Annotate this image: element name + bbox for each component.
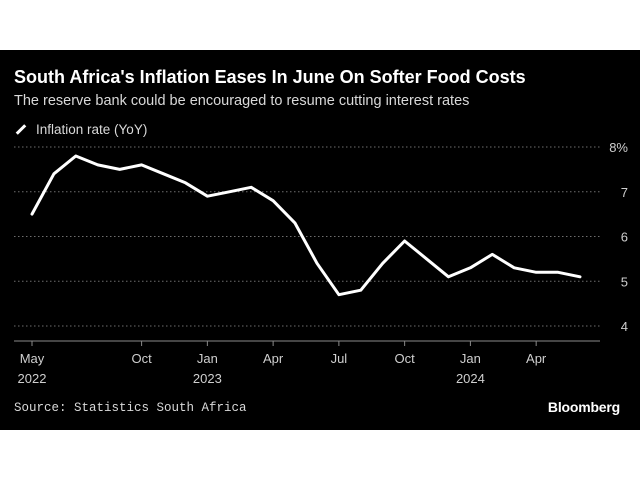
data-point-2023-04 (271, 199, 275, 202)
data-point-2024-05 (556, 271, 560, 274)
data-point-2023-12 (447, 275, 450, 278)
chart-panel: South Africa's Inflation Eases In June O… (0, 50, 640, 430)
data-point-2024-01 (469, 266, 472, 270)
data-point-2024-04 (534, 271, 538, 274)
data-point-2023-05 (293, 221, 297, 225)
data-point-2022-11 (162, 172, 165, 176)
x-tick-label-2023-07: Jul (331, 351, 348, 366)
data-point-2024-02 (491, 253, 494, 256)
data-point-2023-01 (206, 195, 209, 198)
data-point-2022-12 (184, 181, 187, 184)
data-point-2023-02 (228, 190, 231, 193)
x-tick-label-2022-05: May (20, 351, 45, 366)
y-tick-label-5: 5 (621, 274, 628, 289)
chart-title: South Africa's Inflation Eases In June O… (14, 67, 526, 87)
x-tick-year-2022-05: 2022 (18, 371, 47, 386)
legend-label: Inflation rate (YoY) (36, 121, 148, 137)
data-point-2022-05 (30, 212, 34, 216)
data-point-2023-06 (315, 262, 319, 265)
x-tick-label-2023-01: Jan (197, 351, 218, 366)
data-point-2023-11 (425, 257, 428, 261)
data-point-2023-03 (250, 186, 253, 189)
data-point-2023-09 (381, 262, 384, 265)
line-chart: 4 5 6 7 8% May 2022 Oct Jan 2023 Apr Jul Oct Jan 2024 A… (14, 140, 628, 386)
data-point-2024-03 (513, 266, 516, 270)
x-tick-label-2024-04: Apr (526, 351, 547, 366)
data-point-2023-07 (337, 293, 341, 296)
x-tick-label-2023-04: Apr (263, 351, 284, 366)
data-point-2022-07 (74, 154, 78, 158)
bloomberg-logo: Bloomberg (547, 399, 620, 415)
data-point-2024-06 (578, 275, 582, 278)
data-point-2022-06 (52, 172, 56, 176)
y-tick-label-6: 6 (621, 230, 628, 245)
data-point-2023-10 (403, 239, 406, 243)
x-tick-year-2023-01: 2023 (193, 371, 222, 386)
legend: Inflation rate (YoY) (14, 121, 147, 137)
data-point-2022-08 (96, 163, 99, 167)
y-tick-label-8: 8% (609, 140, 628, 155)
data-point-2022-09 (118, 168, 121, 171)
x-tick-label-2024-01: Jan (460, 351, 481, 366)
source-note: Source: Statistics South Africa (14, 401, 247, 415)
y-tick-label-4: 4 (621, 319, 628, 334)
inflation-rate-line (30, 154, 582, 297)
data-point-2022-10 (140, 163, 143, 167)
y-tick-label-7: 7 (621, 185, 628, 200)
x-tick-year-2024-01: 2024 (456, 371, 485, 386)
x-tick-label-2022-10: Oct (131, 351, 152, 366)
x-tick-label-2023-10: Oct (395, 351, 416, 366)
chart-subtitle: The reserve bank could be encouraged to … (14, 93, 470, 109)
data-point-2023-08 (359, 289, 362, 292)
